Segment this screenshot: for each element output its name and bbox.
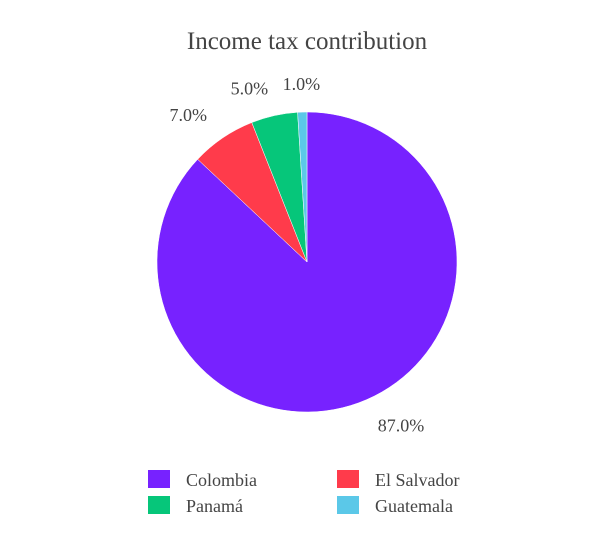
legend-swatch-el-salvador <box>337 470 359 488</box>
legend-item-guatemala: Guatemala <box>337 496 453 516</box>
pie-slices <box>156 111 458 413</box>
pie-label-panama: 5.0% <box>231 78 269 98</box>
legend-item-panama: Panamá <box>148 496 243 516</box>
legend-swatch-guatemala <box>337 496 359 514</box>
pie-label-colombia: 87.0% <box>378 415 425 435</box>
pie-label-el-salvador: 7.0% <box>169 105 207 125</box>
legend-label-panama: Panamá <box>186 496 243 516</box>
pie-slice-guatemala <box>297 111 308 263</box>
legend-item-colombia: Colombia <box>148 470 257 490</box>
legend-item-el-salvador: El Salvador <box>337 470 459 490</box>
legend-label-guatemala: Guatemala <box>375 496 453 516</box>
legend-label-el-salvador: El Salvador <box>375 470 459 490</box>
legend-swatch-panama <box>148 496 170 514</box>
chart-title: Income tax contribution <box>187 28 428 55</box>
legend: Colombia El Salvador Panamá Guatemala <box>148 470 459 516</box>
legend-label-colombia: Colombia <box>186 470 257 490</box>
legend-swatch-colombia <box>148 470 170 488</box>
pie-slice-colombia <box>156 111 458 413</box>
pie-slice-labels: 87.0% 7.0% 5.0% 1.0% <box>169 74 424 435</box>
pie-label-guatemala: 1.0% <box>283 74 321 94</box>
